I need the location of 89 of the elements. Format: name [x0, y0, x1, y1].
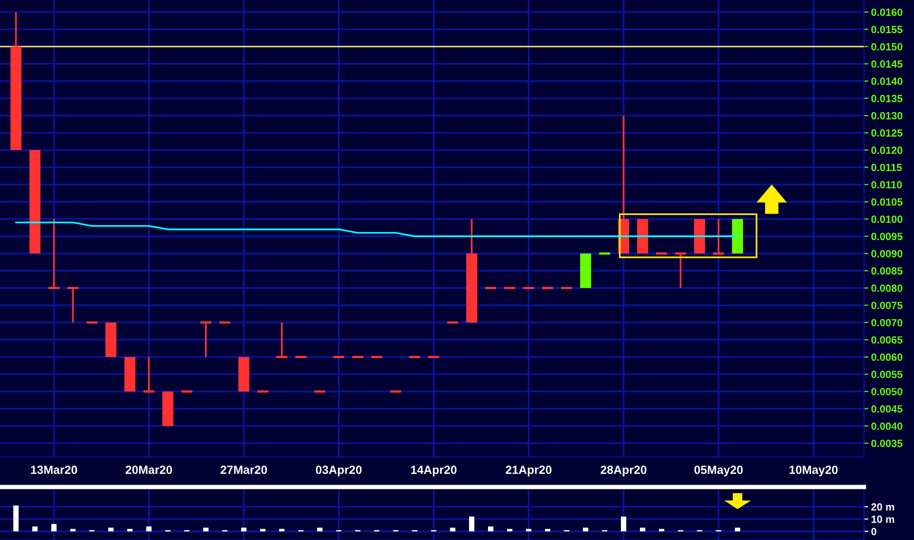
- bar: [70, 528, 76, 532]
- candlestick: [47, 218, 61, 290]
- candlestick: [712, 218, 726, 255]
- bar: [488, 526, 494, 532]
- y-tick-label: 0: [871, 528, 876, 536]
- line-series: [15, 222, 738, 238]
- bar: [544, 528, 550, 532]
- x-tick-label: 03Apr20: [316, 466, 362, 476]
- bar: [450, 528, 456, 532]
- x-tick-label: 21Apr20: [506, 466, 552, 476]
- bar: [108, 528, 114, 532]
- bar: [127, 528, 133, 532]
- candlestick: [351, 356, 364, 358]
- candlestick: [541, 286, 554, 290]
- y-tick-label: 0.0145: [871, 60, 903, 68]
- y-tick-label: 0.0060: [871, 353, 902, 361]
- candlestick: [484, 286, 498, 290]
- candlestick: [427, 356, 440, 358]
- candlestick: [66, 286, 80, 324]
- x-tick-label: 28Apr20: [600, 466, 646, 476]
- y-tick-label: 0.0125: [871, 129, 903, 137]
- y-tick-label: 0.0115: [871, 164, 902, 172]
- candlestick: [85, 321, 99, 324]
- y-tick-label: 0.0085: [871, 267, 903, 275]
- bar: [241, 528, 246, 532]
- y-tick-label: 0.0155: [871, 26, 903, 34]
- bar: [620, 516, 626, 532]
- y-tick-label: 0.0035: [871, 440, 903, 448]
- y-tick-label: 0.0135: [871, 94, 903, 102]
- bar: [526, 528, 532, 532]
- bar: [146, 526, 152, 532]
- bar: [317, 528, 322, 532]
- y-tick-label: 0.0040: [871, 422, 902, 430]
- candlestick: [560, 286, 574, 290]
- y-tick-label: 0.0050: [871, 388, 902, 396]
- candlestick: [598, 252, 612, 255]
- candlestick: [256, 390, 270, 393]
- candlestick: [199, 321, 212, 358]
- candlestick: [142, 356, 156, 393]
- candlestick: [654, 252, 668, 255]
- bar: [279, 528, 284, 532]
- y-tick-label: 0.0160: [871, 8, 902, 16]
- candlestick: [370, 356, 384, 358]
- x-tick-label: 13Mar20: [31, 466, 78, 474]
- y-tick-label: 0.0045: [871, 405, 903, 413]
- y-tick-label: 0.0100: [871, 216, 902, 223]
- y-tick-label: 0.0075: [871, 302, 903, 310]
- bar: [469, 516, 474, 532]
- x-tick-label: 10May20: [790, 466, 838, 476]
- candlestick: [294, 356, 308, 358]
- candlestick: [275, 322, 288, 358]
- y-tick-label: 0.0070: [871, 318, 902, 326]
- bar: [260, 528, 266, 532]
- candlestick: [180, 390, 194, 393]
- y-tick-label: 0.0140: [871, 78, 902, 85]
- candlestick: [389, 390, 402, 393]
- candlestick: [313, 390, 326, 393]
- y-tick-label: 0.0110: [871, 181, 902, 188]
- bar: [507, 528, 512, 532]
- y-tick-label: 0.0055: [871, 370, 903, 378]
- bar: [734, 528, 740, 532]
- candlestick: [218, 321, 232, 324]
- bar: [13, 505, 19, 532]
- candlestick: [446, 321, 460, 324]
- y-tick-label: 0.0120: [871, 146, 902, 154]
- bar: [51, 524, 57, 532]
- bar: [32, 526, 38, 532]
- y-tick-label: 0.0130: [871, 112, 902, 120]
- y-tick-label: 0.0090: [871, 250, 902, 258]
- x-tick-label: 14Apr20: [411, 466, 457, 476]
- y-tick-label: 10 m: [872, 516, 894, 523]
- candlestick: [408, 356, 422, 358]
- y-tick-label: 0.0105: [871, 198, 903, 206]
- bar: [203, 528, 208, 532]
- candlestick: [522, 286, 536, 290]
- y-tick-label: 0.0095: [871, 232, 903, 240]
- candlestick: [332, 356, 346, 358]
- y-tick-label: 0.0150: [871, 43, 902, 50]
- candlestick: [503, 286, 516, 290]
- bar: [640, 528, 646, 532]
- x-tick-label: 20Mar20: [126, 466, 172, 474]
- x-tick-label: 05May20: [694, 466, 743, 476]
- bar: [658, 528, 664, 532]
- candlestick: [674, 252, 688, 289]
- x-tick-label: 27Mar20: [220, 466, 267, 474]
- y-tick-label: 20 m: [871, 503, 894, 511]
- y-tick-label: 0.0080: [871, 284, 902, 292]
- bar: [582, 528, 588, 532]
- y-tick-label: 0.0065: [871, 336, 903, 344]
